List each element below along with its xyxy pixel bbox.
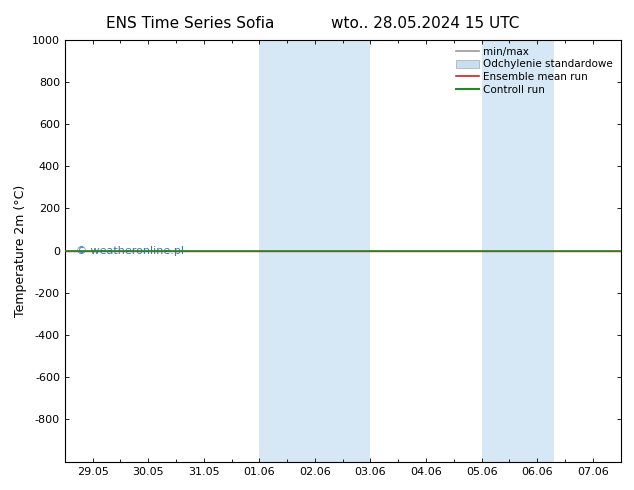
Bar (482, 40, 554, 462)
Text: ENS Time Series Sofia: ENS Time Series Sofia (106, 16, 275, 31)
Text: © weatheronline.pl: © weatheronline.pl (76, 246, 184, 256)
Y-axis label: Temperature 2m (°C): Temperature 2m (°C) (13, 184, 27, 317)
Legend: min/max, Odchylenie standardowe, Ensemble mean run, Controll run: min/max, Odchylenie standardowe, Ensembl… (455, 45, 615, 97)
Text: wto.. 28.05.2024 15 UTC: wto.. 28.05.2024 15 UTC (330, 16, 519, 31)
Bar (259, 40, 370, 462)
